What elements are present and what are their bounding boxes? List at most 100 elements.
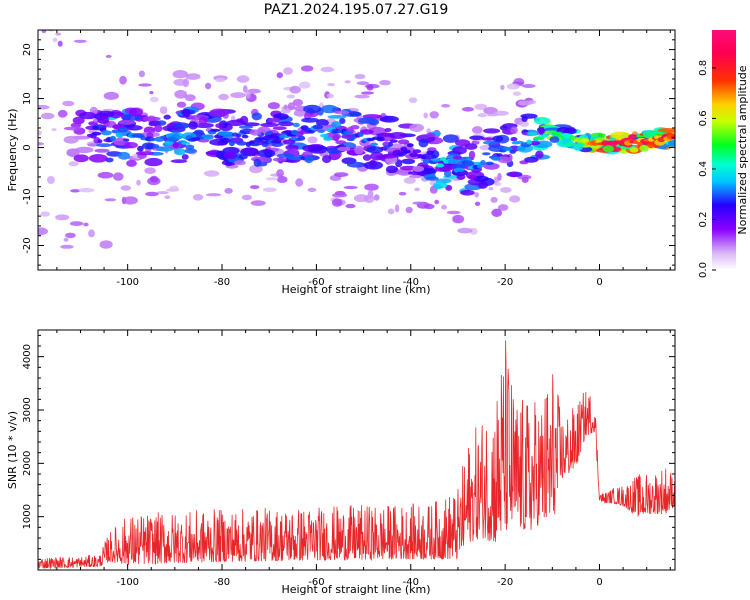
spectrogram-blob <box>148 122 158 127</box>
spectrogram-speckle <box>295 178 304 187</box>
snr-frame <box>37 329 676 571</box>
spectrogram-blob <box>257 149 276 158</box>
spectrogram-speckle <box>250 185 260 190</box>
spectrogram-blob <box>647 143 655 149</box>
spectrogram-blob <box>118 119 135 125</box>
spectrogram-speckle <box>88 229 95 238</box>
spectrogram-speckle <box>344 80 351 84</box>
spectrogram-blob <box>549 136 560 144</box>
y-tick-label: -20 <box>22 237 33 253</box>
spectrogram-ridge-cell <box>403 149 411 154</box>
spectrogram-speckle <box>354 94 370 99</box>
spectrogram-speckle <box>387 208 395 215</box>
spectrogram-ridge-cell <box>357 132 364 137</box>
spectrogram-speckle <box>398 191 407 196</box>
spectrogram-speckle <box>441 204 447 210</box>
spectrogram-ridge-cell <box>454 168 465 172</box>
colorbar-tick-label: 0.2 <box>698 212 709 228</box>
spectrogram-blob <box>445 184 453 191</box>
spectrogram-speckle <box>164 195 171 199</box>
spectrogram-blob <box>163 114 171 120</box>
spectrogram-speckle <box>441 104 451 108</box>
spectrogram-blob <box>172 122 190 129</box>
spectrogram-speckle <box>174 89 188 99</box>
spectrogram-ridge-cell <box>228 140 235 147</box>
spectrogram-ridge-cell <box>406 143 414 148</box>
spectrogram-speckle <box>364 183 379 191</box>
spectrogram-speckle <box>120 185 131 191</box>
spectrogram-blob <box>433 184 443 190</box>
spectrogram-blob <box>223 151 238 160</box>
spectrogram-blob <box>321 104 338 114</box>
spectrogram-blob <box>278 121 294 127</box>
spectrogram-blob <box>412 165 425 172</box>
spectrogram-ridge-cell <box>241 134 249 139</box>
snr-y-axis-label: SNR (10 * v/v) <box>6 411 19 489</box>
spectrogram-blob <box>467 175 477 180</box>
spectrogram-speckle <box>172 70 188 79</box>
colorbar-gradient <box>712 30 736 270</box>
spectrogram-ridge-cell <box>595 140 603 143</box>
y-tick-label: 0 <box>22 144 33 150</box>
spectrogram-speckle <box>245 90 251 99</box>
spectrogram-speckle <box>353 194 369 203</box>
spectrogram-ridge-cell <box>514 140 524 144</box>
spectrogram-blob <box>109 110 123 119</box>
spectrogram-speckle <box>40 211 50 217</box>
spectrogram-ridge-cell <box>376 136 385 142</box>
spectrogram-speckle <box>218 93 229 101</box>
spectrogram-blob <box>172 141 180 149</box>
spectrogram-speckle <box>136 179 141 186</box>
spectrogram-blob <box>156 146 174 152</box>
spectrogram-blob <box>397 139 410 145</box>
spectrogram-speckle <box>452 214 465 224</box>
spectrogram-speckle <box>38 104 50 110</box>
colorbar-tick-label: 0.8 <box>698 60 709 76</box>
spectrogram-blob <box>376 154 397 159</box>
spectrogram-blob <box>510 126 518 134</box>
spectrogram-speckle <box>477 113 487 118</box>
spectrogram-speckle <box>265 177 279 181</box>
spectrogram-blob <box>478 181 488 189</box>
spectrogram-blob <box>642 130 656 138</box>
spectrogram-speckle <box>506 83 520 90</box>
x-tick-label: -80 <box>214 277 230 288</box>
spectrogram-blob <box>137 145 144 152</box>
spectrogram-blob <box>70 122 82 128</box>
y-tick-label: 1000 <box>22 504 33 529</box>
spectrogram-speckle <box>138 70 145 78</box>
spectrogram-speckle <box>491 208 503 217</box>
spectrogram-speckle <box>57 109 68 118</box>
spectrogram-speckle <box>300 65 314 72</box>
x-tick-label: -40 <box>403 577 419 588</box>
spectrogram-blob <box>215 123 225 129</box>
spectrogram-speckle <box>176 101 187 108</box>
spectrogram-blob <box>301 117 319 123</box>
spectrogram-blob <box>174 148 186 156</box>
spectrogram-speckle <box>149 96 159 103</box>
spectrogram-speckle <box>412 201 425 205</box>
colorbar: 0.0 0.2 0.4 0.6 0.8 Normalized spectral ampl… <box>698 30 749 278</box>
x-tick-label: -100 <box>116 277 139 288</box>
spectrogram-ridge-cell <box>396 152 405 156</box>
y-tick-label: 3000 <box>22 397 33 422</box>
spectrogram-ridge-cell <box>482 152 491 156</box>
spectrogram-blob <box>272 126 287 131</box>
spectrogram-blob <box>181 154 189 160</box>
spectrogram-blob <box>276 153 295 158</box>
spectrogram-blob <box>396 168 413 176</box>
spectrogram-ridge-cell <box>123 138 130 142</box>
spectrogram-ridge-cell <box>181 141 191 145</box>
spectrogram-ridge-cell <box>297 135 306 141</box>
spectrogram-speckle <box>83 222 89 227</box>
spectrogram-blob <box>142 116 161 122</box>
spectrogram-blob <box>629 147 639 153</box>
spectrogram-ridge-cell <box>477 163 483 169</box>
spectrogram-blob <box>418 138 429 148</box>
spectrogram-speckle <box>366 84 374 91</box>
spectrogram-blob <box>354 145 364 155</box>
spectrogram-speckle <box>40 112 55 120</box>
spectrogram-speckle <box>192 194 204 201</box>
spectrogram-blob <box>198 138 210 143</box>
spectrogram-blob <box>497 156 513 164</box>
